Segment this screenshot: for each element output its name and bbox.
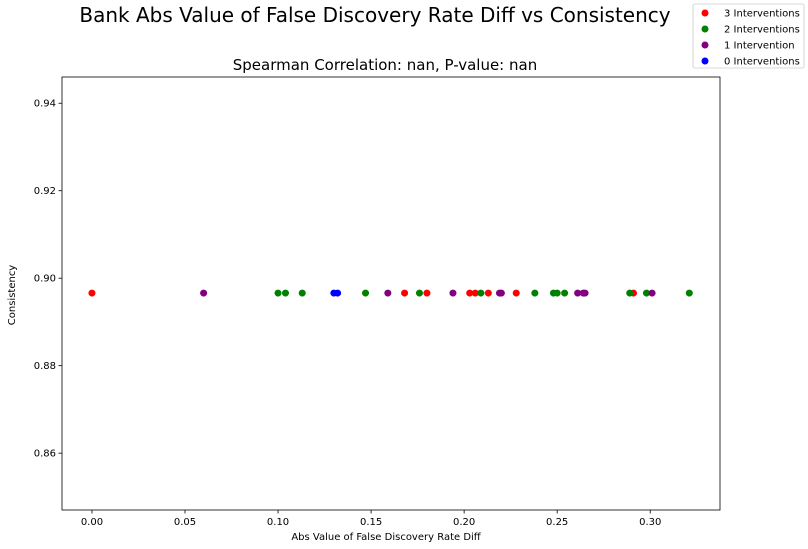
legend-box [692, 3, 805, 69]
data-point [512, 289, 520, 297]
data-point [531, 289, 539, 297]
data-point [449, 289, 457, 297]
data-point [88, 289, 96, 297]
data-point [484, 289, 492, 297]
data-point [298, 289, 306, 297]
legend-marker [701, 9, 709, 17]
legend-label: 1 Intervention [724, 41, 795, 52]
data-point [471, 289, 479, 297]
data-point [200, 289, 208, 297]
x-tick-label: 0.00 [81, 517, 103, 528]
plot-area: 0.00 0.05 0.10 0.15 0.20 0.25 0.30 0.86 0.88 0.90… [34, 76, 721, 528]
data-point [401, 289, 409, 297]
legend-label: 0 Interventions [724, 57, 800, 68]
data-point [685, 289, 693, 297]
legend-marker [701, 41, 709, 49]
y-tick-label: 0.88 [34, 361, 56, 372]
chart-title: Bank Abs Value of False Discovery Rate D… [79, 3, 670, 27]
data-point [281, 289, 289, 297]
y-tick-label: 0.86 [34, 449, 56, 460]
legend-marker [701, 25, 709, 33]
data-point [362, 289, 370, 297]
axes-frame [61, 76, 721, 511]
x-tick-label: 0.10 [267, 517, 289, 528]
legend: 3 Interventions 2 Interventions 1 Interven… [692, 3, 805, 69]
data-point [384, 289, 392, 297]
x-tick-label: 0.05 [174, 517, 196, 528]
data-point [477, 289, 485, 297]
data-point [274, 289, 282, 297]
data-point [561, 289, 569, 297]
y-axis-label: Consistency [7, 265, 18, 326]
legend-label: 2 Interventions [724, 25, 800, 36]
legend-marker [701, 57, 709, 65]
chart-subtitle: Spearman Correlation: nan, P-value: nan [233, 56, 537, 74]
y-tick-label: 0.92 [34, 186, 56, 197]
legend-label: 3 Interventions [724, 9, 800, 20]
x-tick-label: 0.15 [360, 517, 382, 528]
y-tick-label: 0.90 [34, 274, 56, 285]
x-axis-label: Abs Value of False Discovery Rate Diff [291, 532, 481, 543]
x-tick-label: 0.30 [639, 517, 661, 528]
data-point [642, 289, 650, 297]
data-point [466, 289, 474, 297]
data-point [581, 289, 589, 297]
x-tick-label: 0.20 [453, 517, 475, 528]
data-point [497, 289, 505, 297]
data-point [574, 289, 582, 297]
data-point [334, 289, 342, 297]
data-point [423, 289, 431, 297]
data-point [648, 289, 656, 297]
data-point [626, 289, 634, 297]
y-tick-label: 0.94 [34, 99, 56, 110]
x-tick-label: 0.25 [546, 517, 568, 528]
data-point [553, 289, 561, 297]
data-point [415, 289, 423, 297]
